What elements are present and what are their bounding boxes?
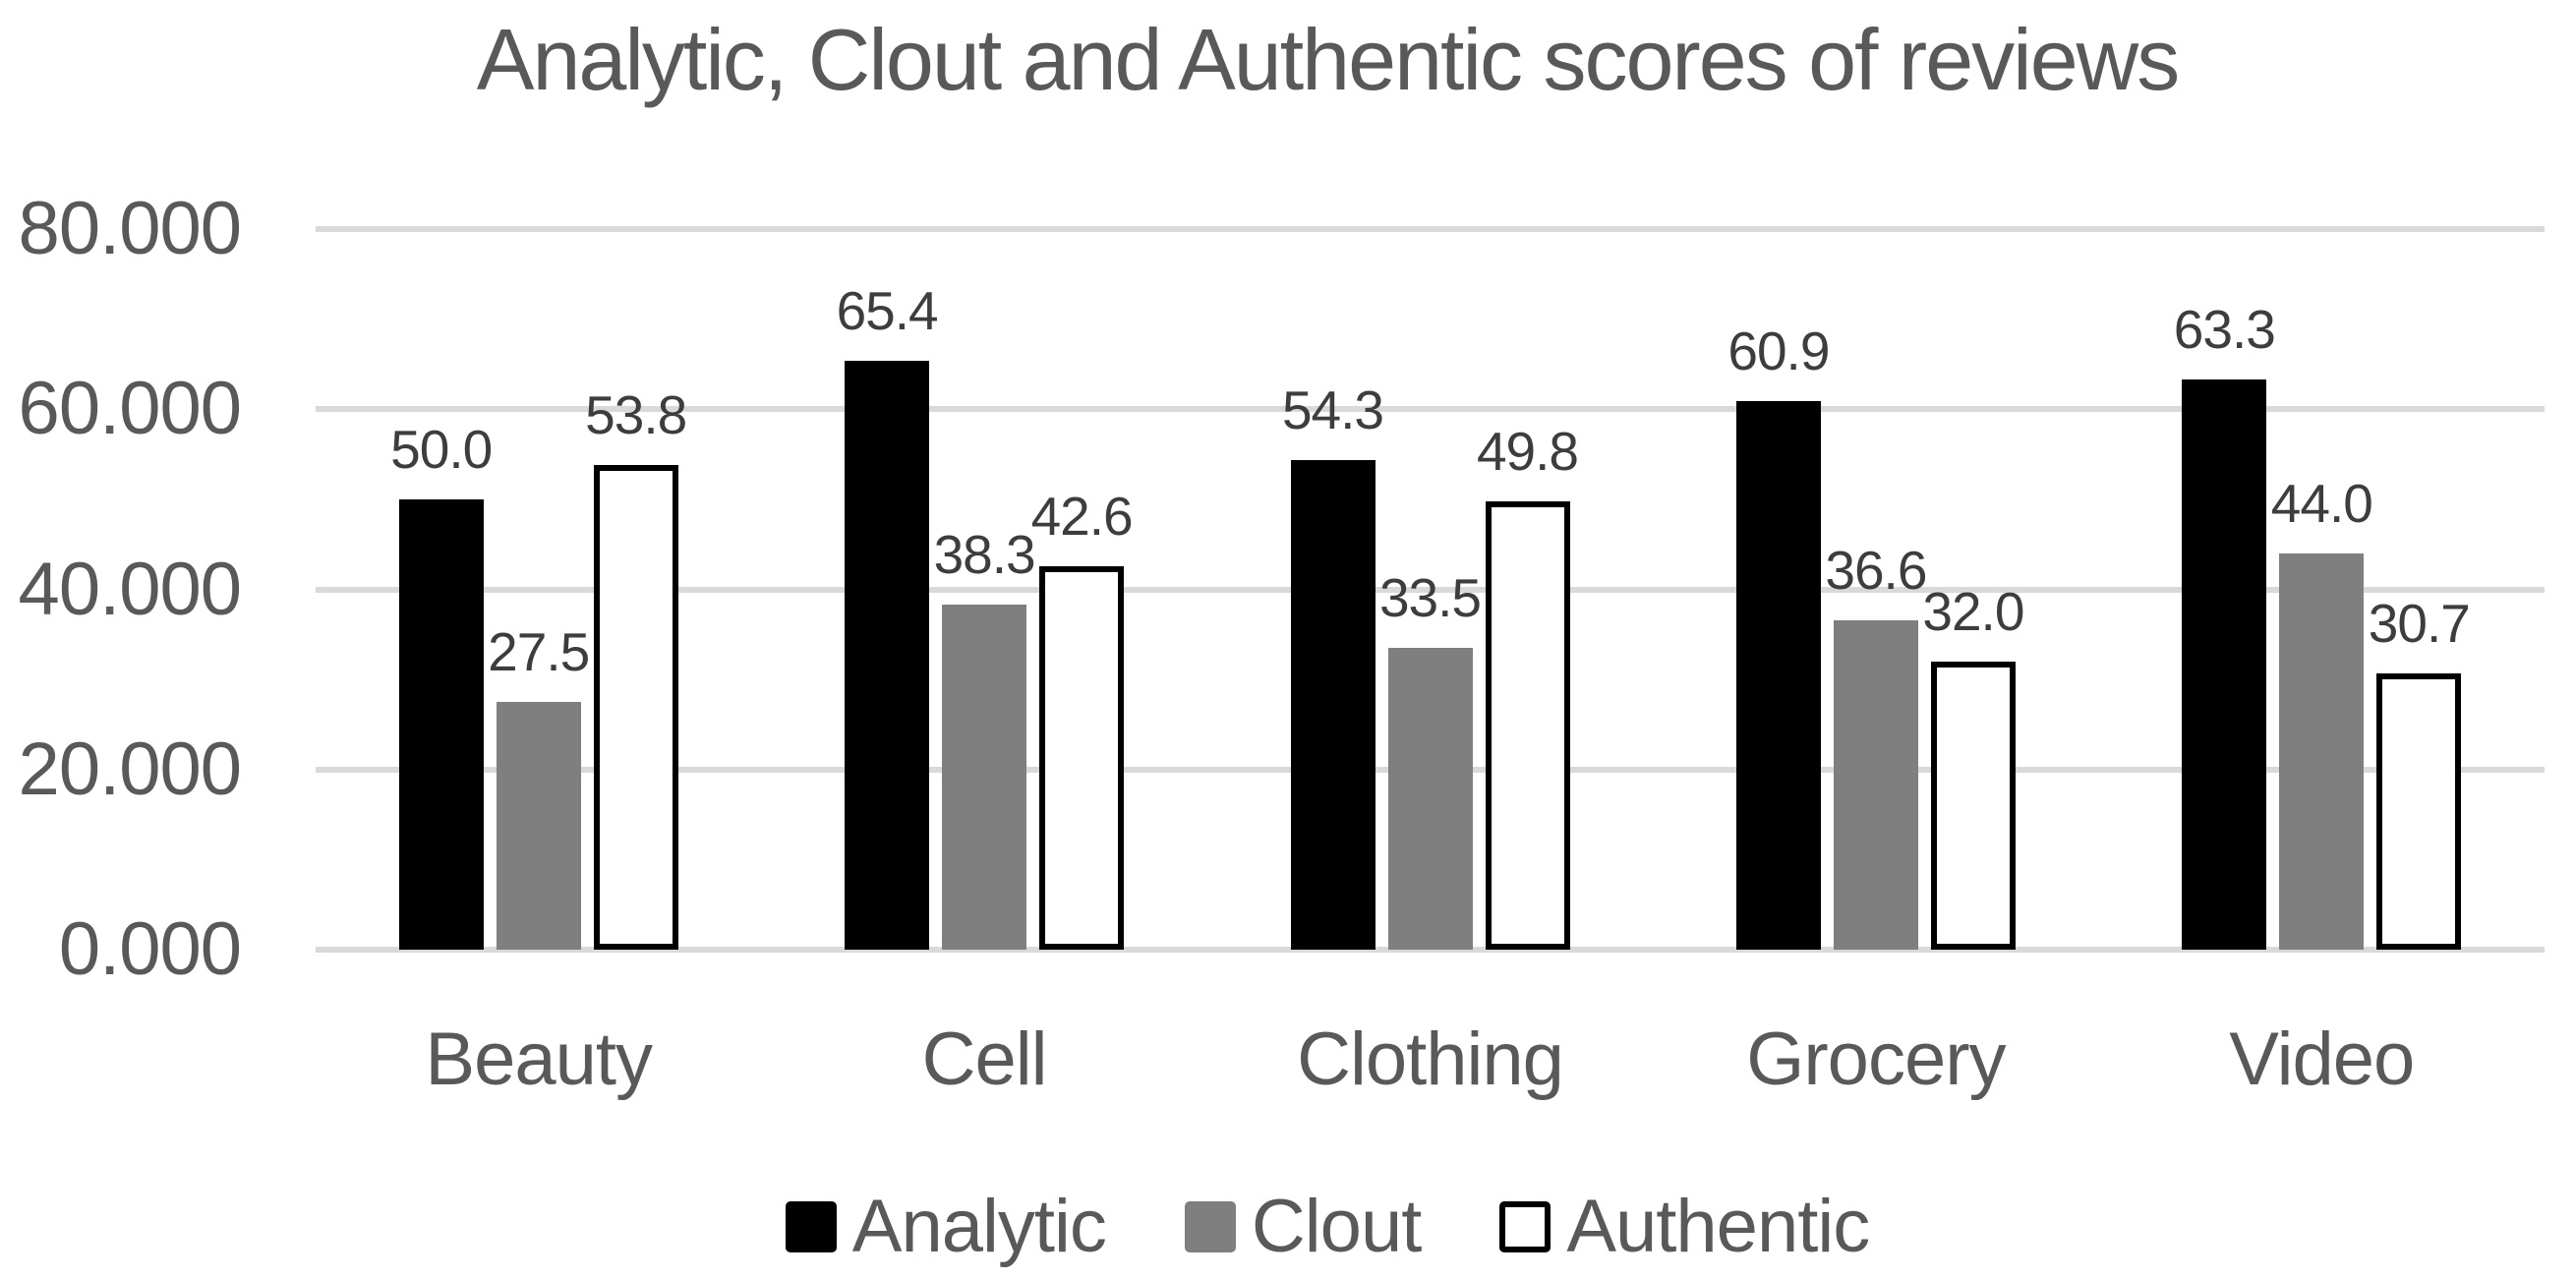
legend: Analytic Clout Authentic xyxy=(79,1185,2576,1268)
bar-value-label: 54.3 xyxy=(1281,379,1384,440)
bar-analytic-beauty xyxy=(398,499,484,950)
y-tick-label: 20.000 xyxy=(18,727,242,811)
legend-item-authentic: Authentic xyxy=(1499,1185,1870,1268)
bar-authentic-clothing xyxy=(1485,501,1570,950)
legend-swatch-icon xyxy=(1184,1201,1236,1252)
bar-authentic-cell xyxy=(1039,566,1125,950)
bar-value-label: 38.3 xyxy=(933,524,1036,585)
gridline-0 xyxy=(316,947,2545,953)
bar-value-label: 33.5 xyxy=(1378,567,1482,628)
bar-value-label: 36.6 xyxy=(1825,540,1927,601)
legend-label: Analytic xyxy=(851,1185,1107,1268)
legend-item-analytic: Analytic xyxy=(785,1185,1107,1268)
bar-clout-beauty xyxy=(496,702,581,950)
bar-authentic-video xyxy=(2376,673,2462,950)
bar-analytic-clothing xyxy=(1290,460,1376,950)
bar-analytic-cell xyxy=(845,361,930,950)
bar-clout-grocery xyxy=(1833,620,1918,950)
bar-analytic-video xyxy=(2182,379,2267,950)
category-label-video: Video xyxy=(2229,1017,2415,1101)
category-label-cell: Cell xyxy=(921,1017,1048,1101)
chart-title: Analytic, Clout and Authentic scores of … xyxy=(476,11,2180,108)
bar-value-label: 65.4 xyxy=(836,280,939,341)
y-tick-label: 60.000 xyxy=(18,367,242,451)
legend-swatch-icon xyxy=(785,1201,837,1252)
category-label-beauty: Beauty xyxy=(425,1017,653,1101)
bar-value-label: 53.8 xyxy=(585,384,687,445)
bar-clout-video xyxy=(2279,553,2365,950)
category-label-clothing: Clothing xyxy=(1297,1017,1564,1101)
legend-label: Clout xyxy=(1251,1185,1422,1268)
bar-clout-cell xyxy=(942,605,1027,950)
bar-value-label: 30.7 xyxy=(2368,593,2471,654)
legend-label: Authentic xyxy=(1566,1185,1870,1268)
bar-authentic-grocery xyxy=(1930,662,2016,950)
legend-swatch-icon xyxy=(1499,1201,1551,1252)
bar-value-label: 27.5 xyxy=(488,621,590,682)
bar-authentic-beauty xyxy=(593,465,678,950)
bar-analytic-grocery xyxy=(1735,401,1821,950)
gridline-60 xyxy=(316,406,2545,413)
bar-value-label: 42.6 xyxy=(1030,486,1134,547)
bar-clout-clothing xyxy=(1387,648,1473,950)
y-tick-label: 40.000 xyxy=(18,547,242,631)
y-tick-label: 80.000 xyxy=(18,187,242,270)
bar-value-label: 44.0 xyxy=(2270,473,2373,534)
gridline-80 xyxy=(316,226,2545,232)
bar-value-label: 32.0 xyxy=(1922,581,2024,642)
bar-value-label: 49.8 xyxy=(1476,421,1579,482)
bar-value-label: 63.3 xyxy=(2173,299,2276,360)
gridline-40 xyxy=(316,586,2545,593)
legend-item-clout: Clout xyxy=(1184,1185,1422,1268)
bar-value-label: 60.9 xyxy=(1727,320,1830,381)
y-tick-label: 0.000 xyxy=(58,907,242,991)
bar-value-label: 50.0 xyxy=(390,419,493,480)
category-label-grocery: Grocery xyxy=(1746,1017,2006,1101)
